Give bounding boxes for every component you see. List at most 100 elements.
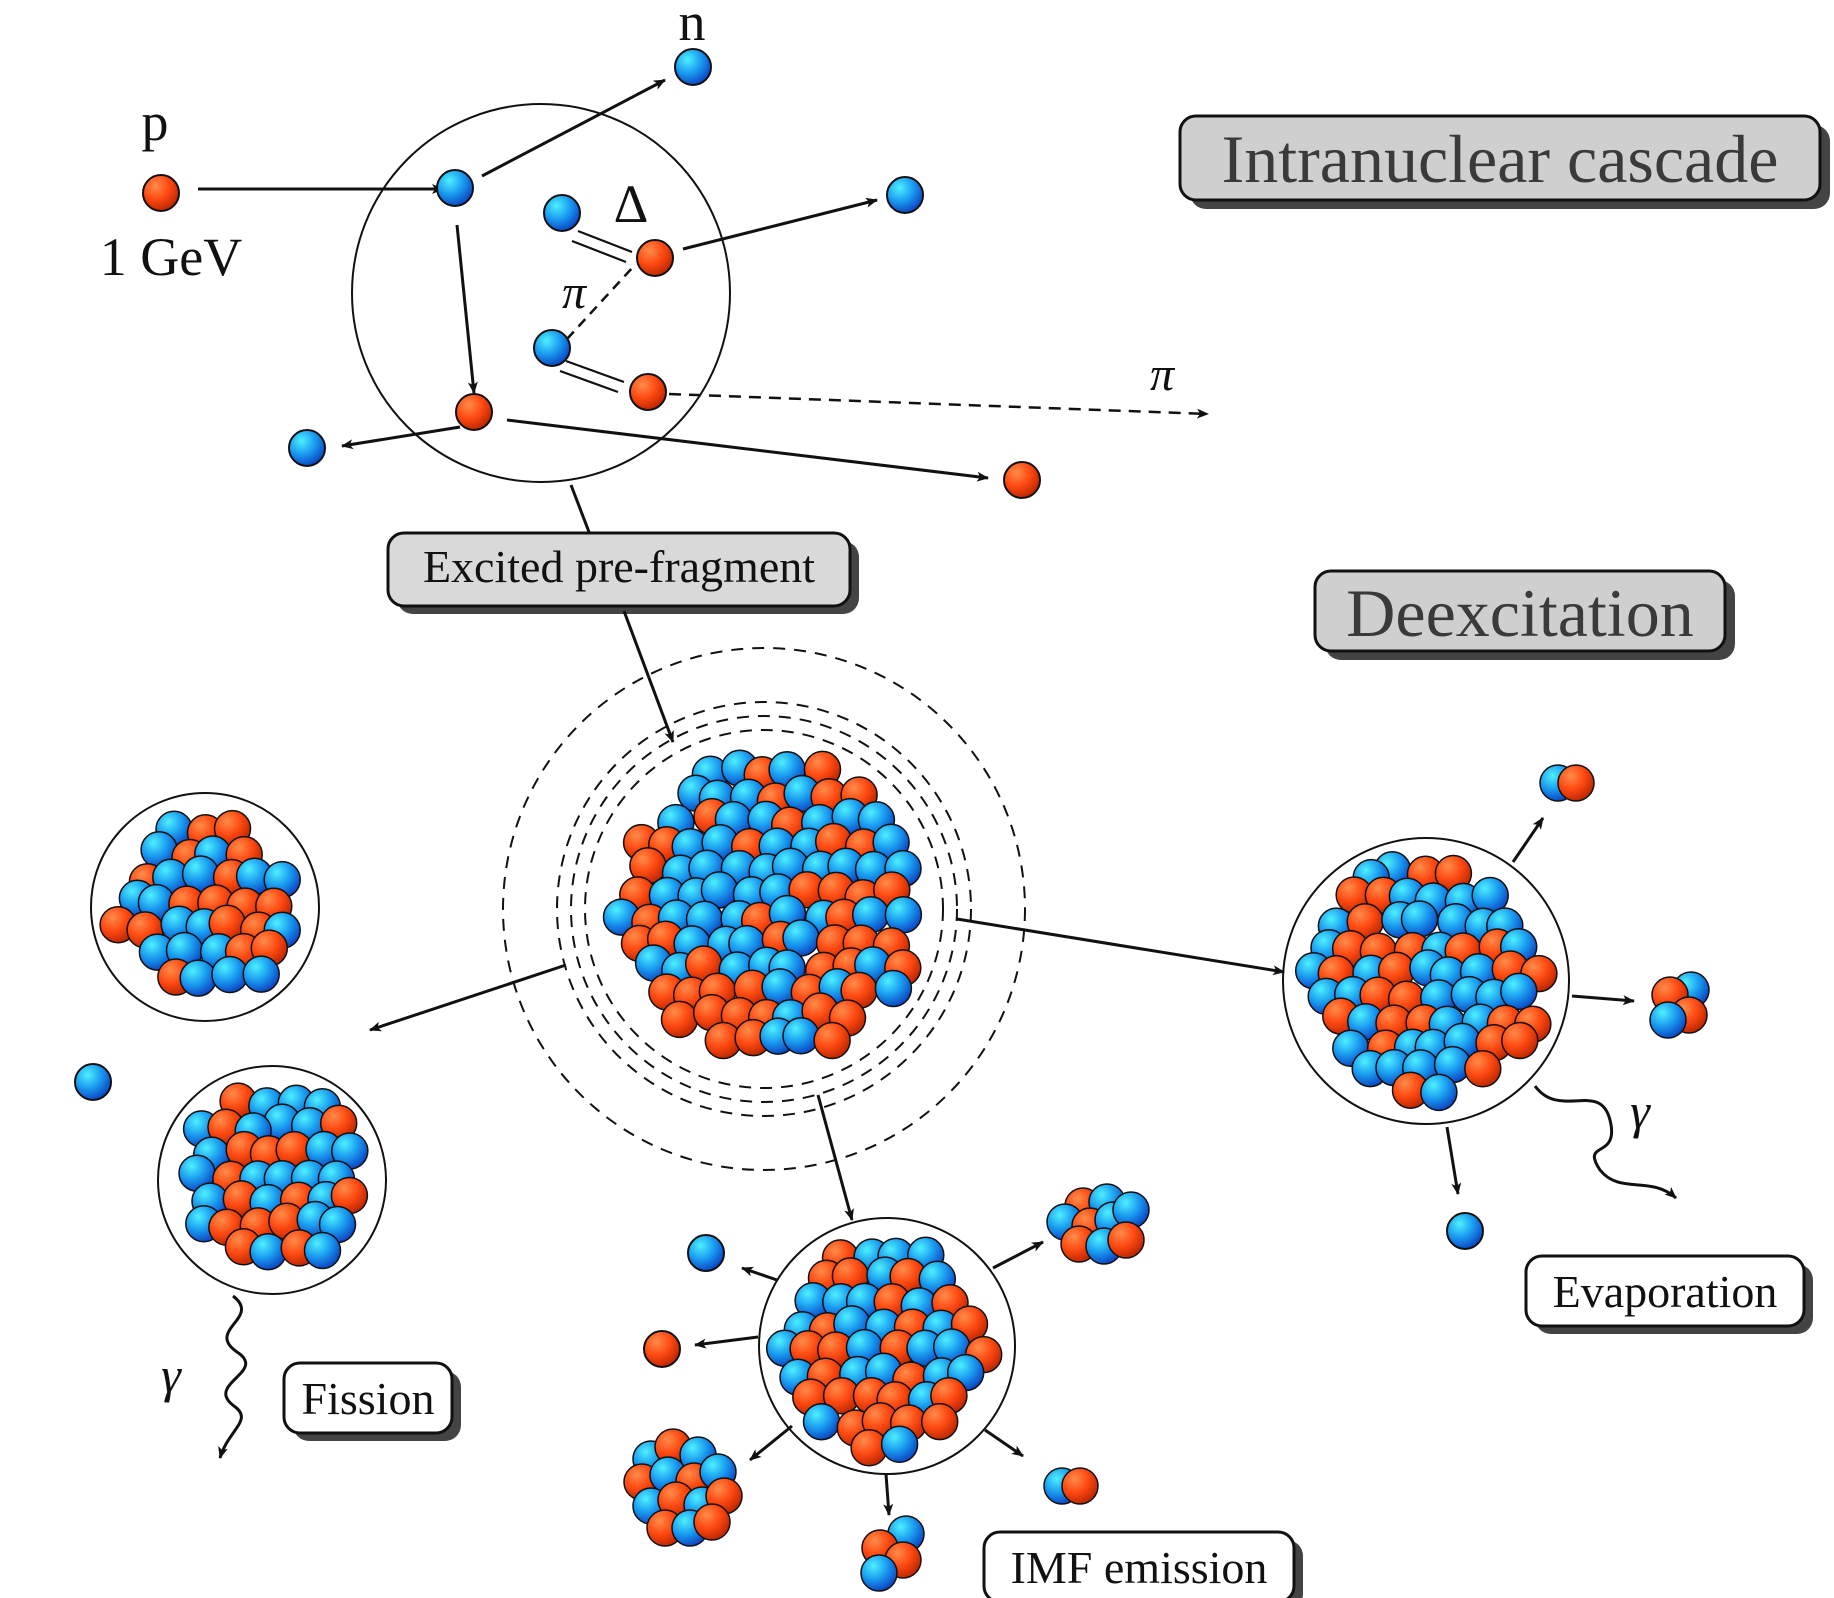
evap-gamma-wave: [1533, 1085, 1677, 1200]
cascade-title-text: Intranuclear cascade: [1222, 121, 1779, 197]
evap-gamma-label: γ: [1630, 1083, 1651, 1139]
fission-gamma-wave: [218, 1294, 247, 1459]
proton-sphere: [920, 1402, 959, 1441]
proton-sphere: [813, 1021, 851, 1060]
inner-proton-3: [455, 393, 493, 431]
incident-proton: [142, 174, 180, 212]
neutron-back-arrow: [341, 425, 461, 450]
projectile-label: p: [142, 92, 169, 152]
delta-bond-1a: [577, 229, 633, 254]
excitation-ring-2: [556, 701, 972, 1117]
imf-label: IMF emission: [1011, 1542, 1268, 1593]
imf-arrow-neutron: [741, 1266, 778, 1282]
imf-heavy-fragment: [623, 1428, 743, 1547]
delta-bond-2a: [565, 359, 625, 384]
proton-sphere: [1107, 1221, 1145, 1259]
evap-neutron: [1446, 1212, 1484, 1250]
fission-label-box: [282, 1361, 454, 1435]
fission-fragment-1-cluster: [99, 809, 301, 997]
evaporation-label: Evaporation: [1553, 1266, 1778, 1317]
neutron-label: n: [679, 0, 706, 52]
fission-gamma-label: γ: [161, 1347, 182, 1403]
pion-inner-label: π: [562, 266, 588, 319]
evaporation-nucleus-cluster: [1294, 851, 1558, 1112]
prefragment-box: Excited pre-fragment: [386, 531, 859, 614]
central-nucleon-cluster: [602, 749, 923, 1060]
escaped-neutron-right: [886, 176, 924, 214]
neutron-sphere: [782, 1017, 820, 1055]
neutron-sphere: [880, 1425, 919, 1464]
proton-sphere: [1464, 1050, 1502, 1088]
neutron-sphere: [1500, 972, 1538, 1011]
evaporation-region: γ Evaporation: [1282, 764, 1813, 1334]
imf-arrow-big: [749, 1424, 793, 1462]
fission-fragment-2-cluster: [178, 1082, 369, 1271]
proton-sphere: [693, 1503, 731, 1541]
imf-proton: [643, 1330, 681, 1368]
proton-sphere: [1501, 1021, 1539, 1060]
neutron-sphere: [1649, 1001, 1687, 1039]
delta-proton: [636, 239, 674, 277]
neutron-sphere: [1420, 1073, 1458, 1112]
fission-fragment-1-outline: [90, 792, 320, 1022]
excitation-ring-outer: [502, 647, 1026, 1171]
evap-arrow-alpha: [1571, 994, 1635, 1006]
proton-sphere: [1061, 1467, 1099, 1505]
neutron-escape-arrow: [682, 197, 878, 251]
fission-neutron: [74, 1063, 112, 1101]
to-evaporation-arrow: [956, 917, 1285, 976]
excitation-ring-inner: [584, 729, 944, 1089]
escaped-neutron-left: [288, 429, 326, 467]
delta-bond-1b: [571, 239, 627, 264]
imf-label-box: [982, 1530, 1296, 1598]
pion-outer-label: π: [1150, 348, 1176, 401]
neutron-sphere: [303, 1231, 342, 1270]
proton-sphere: [1557, 764, 1595, 802]
neutron-sphere: [874, 969, 913, 1008]
imf-arrow-fragment: [992, 1240, 1044, 1270]
proton-sphere: [660, 1000, 699, 1039]
escaped-neutron-top: [674, 48, 712, 86]
prefragment-link-line: [569, 484, 591, 533]
delta-label: Δ: [614, 174, 649, 234]
imf-light-fragment: [1046, 1183, 1150, 1265]
evap-deuteron: [1539, 764, 1595, 802]
evaporation-nucleus-outline: [1282, 837, 1570, 1125]
inner-proton-2: [629, 373, 667, 411]
cascade-region: p 1 GeV n Δ π π: [100, 0, 1209, 533]
target-nucleus-outline: [351, 103, 731, 483]
evaporation-label-box: [1524, 1254, 1806, 1328]
excited-nucleus: [502, 647, 1026, 1171]
deexcitation-title: Deexcitation: [1313, 569, 1735, 660]
hit-neutron: [436, 169, 474, 207]
evap-arrow-neutron: [1445, 1126, 1462, 1195]
neutron-sphere: [802, 1402, 841, 1441]
escaped-proton: [1003, 461, 1041, 499]
fission-region: γ Fission: [74, 792, 461, 1459]
pion-escape-arrow: [668, 392, 1209, 419]
to-imf-arrow: [816, 1094, 854, 1221]
neutron-out-arrow: [481, 78, 666, 178]
neutron-sphere: [179, 959, 217, 997]
to-fission-arrow: [369, 963, 567, 1032]
internal-arrow: [455, 224, 478, 394]
imf-nucleus-cluster: [765, 1236, 1003, 1467]
proton-escape-arrow: [506, 418, 989, 482]
imf-deuteron: [1043, 1467, 1099, 1505]
neutron-sphere: [242, 955, 280, 993]
imf-region: IMF emission: [623, 1183, 1303, 1598]
cascade-title: Intranuclear cascade: [1178, 114, 1830, 209]
delta-bond-2b: [559, 369, 619, 394]
fission-label: Fission: [302, 1373, 435, 1424]
deexcitation-title-text: Deexcitation: [1346, 575, 1693, 651]
imf-arrow-down: [883, 1473, 894, 1516]
neutron-sphere: [1400, 900, 1439, 938]
evap-alpha: [1649, 971, 1710, 1039]
fission-fragment-2-outline: [157, 1065, 387, 1295]
inner-neutron-1: [543, 194, 581, 232]
excitation-ring-3: [570, 715, 958, 1103]
imf-neutron: [687, 1234, 725, 1272]
energy-label: 1 GeV: [100, 227, 242, 287]
imf-alpha-down: [860, 1515, 925, 1592]
